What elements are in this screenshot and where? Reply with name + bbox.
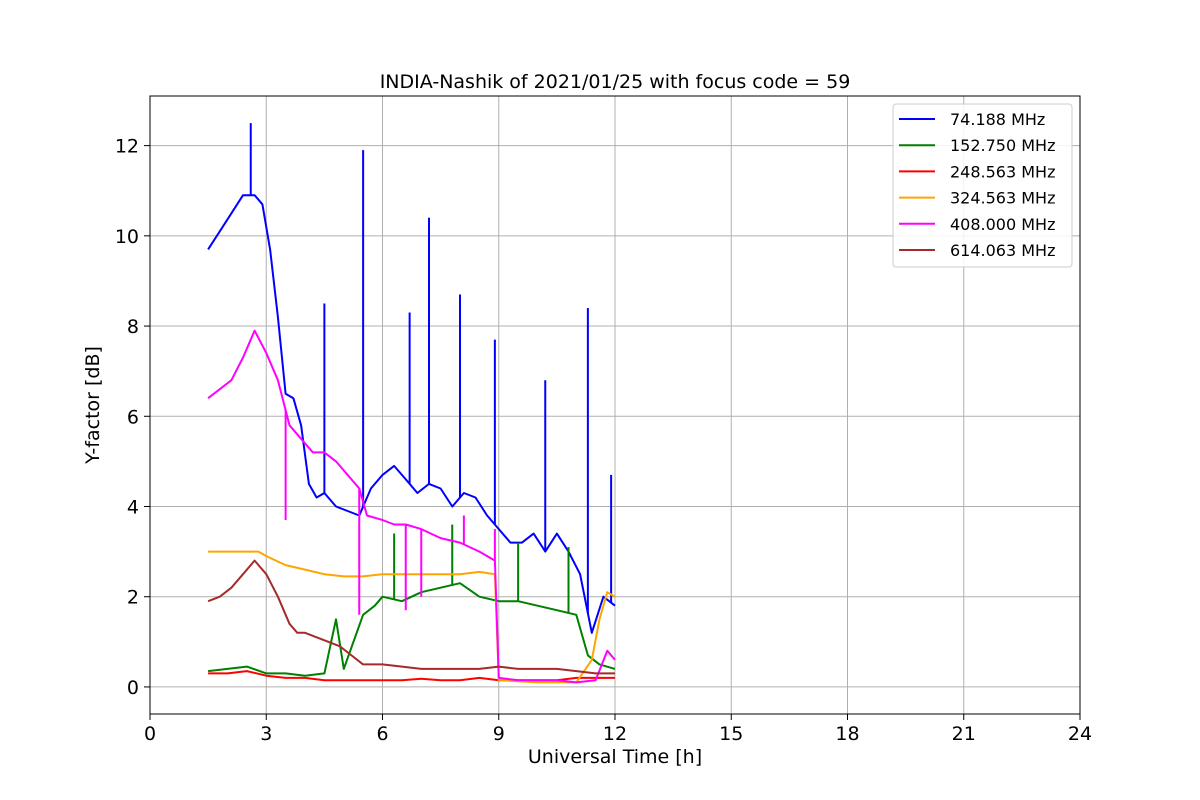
y-tick-label: 6 [127, 406, 139, 428]
x-tick-label: 24 [1068, 723, 1092, 745]
legend-label: 614.063 MHz [950, 241, 1055, 260]
series-line [207, 559, 615, 675]
y-tick-label: 12 [115, 136, 139, 158]
legend-label: 324.563 MHz [950, 189, 1055, 208]
y-tick-label: 4 [127, 496, 139, 518]
plot-area [207, 123, 616, 684]
x-tick-label: 3 [260, 723, 272, 745]
series-1 [207, 524, 616, 677]
x-tick-label: 21 [952, 723, 976, 745]
series-line [207, 329, 616, 684]
y-tick-label: 10 [115, 226, 139, 248]
x-tick-label: 6 [376, 723, 388, 745]
x-tick-label: 0 [144, 723, 156, 745]
chart-title: INDIA-Nashik of 2021/01/25 with focus co… [380, 71, 851, 93]
y-tick-label: 8 [127, 316, 139, 338]
y-tick-label: 2 [127, 587, 139, 609]
series-line [207, 582, 616, 677]
legend-box [892, 103, 1073, 268]
series-0 [207, 123, 616, 634]
x-tick-label: 12 [603, 723, 627, 745]
x-axis-label: Universal Time [h] [528, 746, 702, 768]
legend: 74.188 MHz 152.750 MHz 248.563 MHz 324.563 … [892, 103, 1073, 268]
y-axis-label: Y-factor [dB] [82, 346, 104, 465]
y-tick-label: 0 [127, 677, 139, 699]
legend-label: 248.563 MHz [950, 162, 1055, 181]
series-group [207, 123, 616, 684]
x-tick-label: 9 [493, 723, 505, 745]
series-line [208, 550, 616, 684]
series-4 [207, 329, 616, 684]
series-3 [208, 550, 616, 684]
y-axis: 0 2 4 6 8 10 12 [115, 136, 150, 699]
legend-label: 408.000 MHz [950, 215, 1055, 234]
x-tick-label: 18 [835, 723, 859, 745]
series-5 [207, 559, 615, 675]
legend-label: 152.750 MHz [950, 136, 1055, 155]
legend-label: 74.188 MHz [950, 110, 1045, 129]
x-tick-label: 15 [719, 723, 743, 745]
x-axis: 0 3 6 9 12 15 18 21 24 [144, 714, 1092, 745]
series-line [207, 194, 616, 634]
